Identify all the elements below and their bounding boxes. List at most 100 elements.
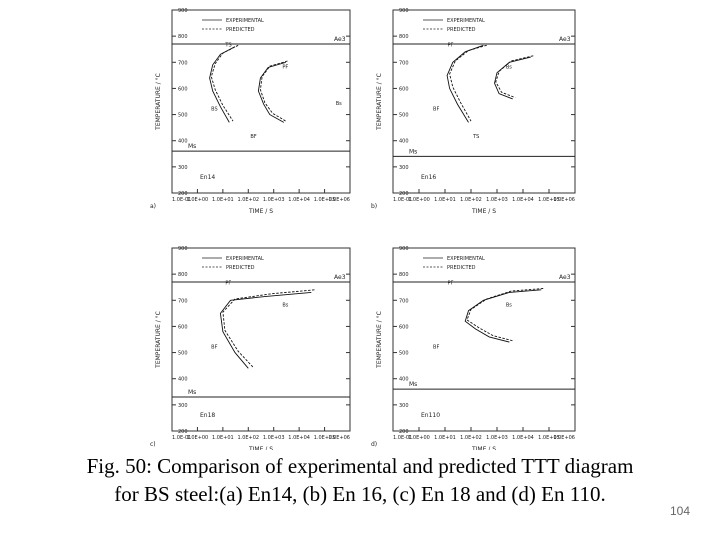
ttt-curve-experimental — [464, 289, 542, 343]
y-tick-label: 700 — [399, 298, 409, 304]
x-tick-label: 1.0E+00 — [187, 197, 209, 203]
curve-annotation: BF — [211, 345, 217, 351]
legend-predicted-label: PREDICTED — [447, 265, 476, 271]
steel-label: En18 — [200, 412, 215, 419]
y-axis-label: TEMPERATURE / °C — [376, 73, 383, 131]
ttt-curve-predicted — [466, 288, 544, 342]
x-tick-label: 1.0E+06 — [328, 197, 350, 203]
ae3-label: Ae3 — [334, 36, 346, 43]
y-tick-label: 600 — [399, 324, 409, 330]
curve-annotation: PF — [282, 65, 288, 71]
y-tick-label: 600 — [399, 86, 409, 92]
x-tick-label: 1.0E+01 — [434, 435, 456, 441]
y-tick-label: 500 — [178, 113, 188, 119]
figure-caption-line-1: Fig. 50: Comparison of experimental and … — [86, 454, 634, 478]
ttt-curve-predicted — [495, 55, 534, 99]
figure-caption-line-2: for BS steel:(a) En14, (b) En 16, (c) En… — [114, 482, 606, 506]
y-tick-label: 200 — [178, 429, 188, 435]
x-tick-label: 1.0E+01 — [434, 197, 456, 203]
y-tick-label: 900 — [399, 8, 409, 14]
y-tick-label: 800 — [399, 34, 409, 40]
legend-experimental-label: EXPERIMENTAL — [226, 18, 264, 24]
y-tick-label: 500 — [399, 351, 409, 357]
ttt-curve-predicted — [210, 44, 239, 122]
legend-predicted-label: PREDICTED — [226, 27, 255, 33]
ttt-curve-predicted — [222, 289, 315, 368]
panel-letter: c) — [150, 441, 156, 448]
ttt-curve-experimental — [494, 56, 531, 100]
x-tick-label: 1.0E+00 — [408, 435, 430, 441]
x-tick-label: 1.0E+03 — [263, 197, 285, 203]
x-tick-label: 1.0E+04 — [288, 435, 310, 441]
curve-annotation: BS — [211, 107, 218, 113]
curve-annotation: BF — [250, 134, 256, 140]
x-tick-label: 1.0E+00 — [408, 197, 430, 203]
x-tick-label: 1.0E+04 — [512, 435, 534, 441]
y-axis-label: TEMPERATURE / °C — [155, 73, 162, 131]
plot-frame — [171, 9, 351, 194]
y-tick-label: 700 — [178, 60, 188, 66]
x-tick-label: 1.0E+03 — [486, 435, 508, 441]
y-tick-label: 300 — [399, 403, 409, 409]
curve-annotation: PF — [448, 43, 454, 49]
plot-frame — [392, 247, 576, 432]
legend-experimental-label: EXPERIMENTAL — [226, 256, 264, 262]
curve-annotation: TS — [224, 43, 231, 49]
x-axis-label: TIME / S — [471, 208, 496, 215]
y-tick-label: 200 — [178, 191, 188, 197]
panel-letter: b) — [371, 203, 377, 210]
curve-annotation: Bs — [506, 303, 512, 309]
y-tick-label: 500 — [399, 113, 409, 119]
y-tick-label: 500 — [178, 351, 188, 357]
y-tick-label: 300 — [178, 165, 188, 171]
x-tick-label: 1.0E+02 — [460, 435, 482, 441]
curve-annotation: PF — [225, 281, 231, 287]
ae3-label: Ae3 — [559, 274, 571, 281]
x-tick-label: 1.0E+00 — [187, 435, 209, 441]
x-tick-label: 1.0E-01 — [172, 197, 191, 203]
ttt-curve-predicted — [449, 44, 487, 122]
y-tick-label: 900 — [399, 246, 409, 252]
ttt-curve-predicted — [259, 60, 288, 122]
legend-experimental-label: EXPERIMENTAL — [447, 18, 485, 24]
y-axis-label: TEMPERATURE / °C — [376, 311, 383, 369]
x-axis-label: TIME / S — [471, 446, 496, 450]
curve-annotation: TS — [472, 134, 479, 140]
y-tick-label: 300 — [178, 403, 188, 409]
plot-frame — [171, 247, 351, 432]
ttt-curve-experimental — [219, 291, 312, 369]
curve-annotation: BF — [433, 107, 439, 113]
x-tick-label: 1.0E+01 — [212, 197, 234, 203]
x-tick-label: 1.0E+02 — [237, 435, 259, 441]
y-tick-label: 800 — [178, 272, 188, 278]
y-tick-label: 800 — [178, 34, 188, 40]
legend-experimental-label: EXPERIMENTAL — [447, 256, 485, 262]
y-tick-label: 400 — [399, 377, 409, 383]
curve-annotation: PF — [448, 281, 454, 287]
ttt-panel-en110: 200 300 400 500 600 700 800 900 1.0E-011.0E+00 1.… — [371, 246, 576, 450]
steel-label: En110 — [421, 412, 440, 419]
ms-label: Ms — [188, 143, 196, 150]
ttt-curve-experimental — [257, 61, 286, 123]
y-tick-label: 400 — [399, 139, 409, 145]
page-number: 104 — [669, 504, 690, 518]
ttt-panel-en16: 200 300 400 500 600 700 800 900 1.0E-011.0E+00 1.… — [371, 8, 576, 215]
ms-label: Ms — [409, 148, 417, 155]
x-tick-label: 1.0E+05 — [314, 197, 336, 203]
x-tick-label: 1.0E+05 — [538, 197, 560, 203]
ae3-label: Ae3 — [334, 274, 346, 281]
y-axis-label: TEMPERATURE / °C — [155, 311, 162, 369]
x-tick-label: 1.0E+05 — [538, 435, 560, 441]
ae3-label: Ae3 — [559, 36, 571, 43]
x-tick-label: 1.0E+06 — [553, 435, 575, 441]
plot-frame — [392, 9, 576, 194]
x-tick-label: 1.0E+02 — [460, 197, 482, 203]
x-axis-label: TIME / S — [248, 208, 273, 215]
x-tick-label: 1.0E+01 — [212, 435, 234, 441]
ttt-curve-experimental — [209, 46, 236, 123]
y-tick-label: 300 — [399, 165, 409, 171]
y-tick-label: 900 — [178, 246, 188, 252]
